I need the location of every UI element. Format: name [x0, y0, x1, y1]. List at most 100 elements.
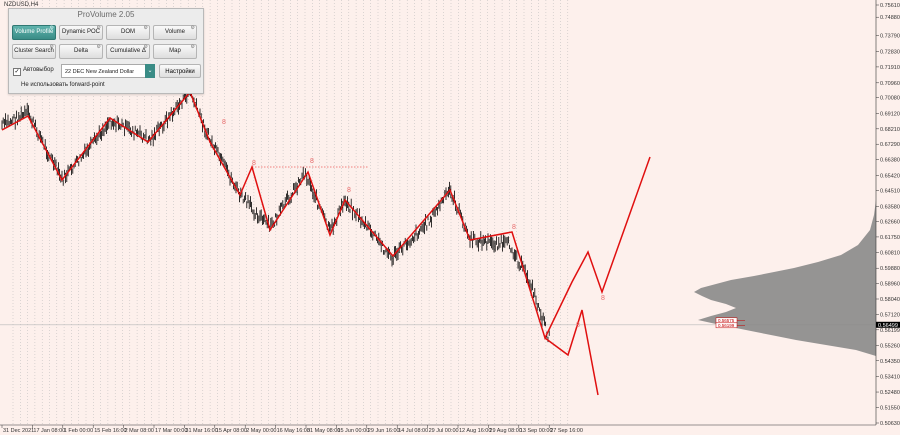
price-tick-label: 0.62660 [880, 220, 900, 226]
price-tick-label: 0.67290 [880, 142, 900, 148]
wave-label: 8 [512, 224, 516, 231]
wave-label: 8 [222, 119, 226, 126]
price-tick-label: 0.61750 [880, 235, 900, 241]
date-tick-label: 15 Jun 00:00 [337, 428, 369, 434]
date-tick-label: 14 Jul 08:00 [398, 428, 428, 434]
button-label: Dynamic POC [61, 29, 100, 35]
date-tick-label: 2 May 00:00 [246, 428, 276, 434]
gear-icon[interactable]: ⚙ [190, 44, 195, 50]
price-tick-label: 0.66380 [880, 157, 900, 163]
date-tick-label: 29 Aug 08:00 [489, 428, 521, 434]
button-label: Cluster Search [14, 48, 54, 54]
price-tick-label: 0.75610 [880, 3, 900, 9]
cluster-search-button[interactable]: ⚙ Cluster Search [12, 44, 56, 59]
settings-button[interactable]: Настройки [159, 64, 201, 78]
date-tick-label: 15 Apr 08:00 [216, 428, 247, 434]
provolume-panel[interactable]: ProVolume 2.05 ⚙ Volume Profile ⚙ Dynamic … [8, 8, 204, 94]
panel-title: ProVolume 2.05 [77, 10, 135, 19]
dom-button[interactable]: ⚙ DOM [106, 25, 150, 40]
panel-controls-row: ✓ Автовыбор 22 DEC New Zealand Dollar ⌄ … [13, 64, 201, 80]
price-tick-label: 0.60810 [880, 251, 900, 257]
auto-select-checkbox[interactable]: ✓ [13, 68, 21, 76]
price-tick-label: 0.53410 [880, 374, 900, 380]
price-tick-label: 0.68210 [880, 127, 900, 133]
wave-label: 8 [310, 158, 314, 165]
price-tick-label: 0.57120 [880, 312, 900, 318]
volume-profile-shape [694, 200, 876, 356]
gear-icon[interactable]: ⚙ [96, 25, 101, 31]
price-tick-label: 0.71910 [880, 65, 900, 71]
volume-profile [694, 200, 876, 356]
forward-point-label: Не использовать forward-point [21, 82, 105, 88]
date-tick-label: 16 May 16:00 [277, 428, 310, 434]
price-tick-label: 0.64510 [880, 189, 900, 195]
price-tick-label: 0.58040 [880, 297, 900, 303]
price-tick-label: 0.73790 [880, 33, 900, 39]
wave-lines: 8 8 8 8 8 8 8 [1, 90, 651, 396]
wave-label: 8 [601, 295, 605, 302]
price-tick-label: 0.63580 [880, 204, 900, 210]
gear-icon[interactable]: ⚙ [49, 44, 54, 50]
price-tick-label: 0.54350 [880, 359, 900, 365]
gear-icon[interactable]: ⚙ [96, 44, 101, 50]
wave-line [1, 90, 651, 341]
date-tick-label: 31 Mar 16:00 [185, 428, 217, 434]
gear-icon[interactable]: ⚙ [49, 25, 54, 31]
date-tick-label: 31 May 08:00 [307, 428, 340, 434]
wave-label: 8 [252, 160, 256, 167]
delta-button[interactable]: ⚙ Delta [59, 44, 103, 59]
symbol-label: NZDUSD,H4 [4, 2, 39, 8]
price-tick-label: 0.51550 [880, 406, 900, 412]
date-tick-label: 1 Feb 00:00 [64, 428, 93, 434]
wave-label: 8 [347, 187, 351, 194]
price-tick-label: 0.56199 [880, 328, 900, 334]
button-label: Cumulative Δ [110, 48, 146, 54]
gear-icon[interactable]: ⚙ [190, 25, 195, 31]
price-tick-label: 0.65420 [880, 174, 900, 180]
panel-button-grid: ⚙ Volume Profile ⚙ Dynamic POC ⚙ DOM ⚙ Volum… [12, 25, 200, 59]
price-tick-label: 0.72830 [880, 50, 900, 56]
map-button[interactable]: ⚙ Map [153, 44, 197, 59]
price-tick-label: 0.55260 [880, 344, 900, 350]
cumulative-delta-button[interactable]: ⚙ Cumulative Δ [106, 44, 150, 59]
button-label: Volume Profile [14, 29, 54, 35]
dynamic-poc-button[interactable]: ⚙ Dynamic POC [59, 25, 103, 40]
price-tick-label: 0.59880 [880, 266, 900, 272]
price-tick-label: 0.70080 [880, 96, 900, 102]
button-label: Volume [164, 29, 185, 35]
button-label: Map [169, 48, 181, 54]
date-tick-label: 31 Dec 2021 [3, 428, 34, 434]
button-label: Delta [73, 48, 88, 54]
price-tag-label: 0.56575 [718, 318, 735, 323]
date-tick-label: 15 Feb 16:00 [94, 428, 126, 434]
volume-profile-button[interactable]: ⚙ Volume Profile [12, 25, 56, 40]
current-price-tag [876, 321, 900, 328]
date-tick-label: 13 Sep 00:00 [520, 428, 553, 434]
wave-projection-down [544, 309, 599, 396]
date-tick-label: 29 Jul 00:00 [429, 428, 459, 434]
grid-lines [0, 0, 876, 425]
price-tick-label: 0.69120 [880, 112, 900, 118]
wave-label: 8 [576, 322, 580, 329]
price-tick-label: 0.52480 [880, 390, 900, 396]
date-tick-label: 12 Aug 16:00 [459, 428, 491, 434]
current-price-label: 0.56499 [878, 323, 898, 329]
chevron-down-icon[interactable]: ⌄ [145, 64, 155, 78]
button-label: DOM [121, 29, 135, 35]
price-tick-label: 0.74880 [880, 15, 900, 21]
date-tick-label: 29 Jun 16:00 [368, 428, 400, 434]
price-tick-label: 0.50630 [880, 421, 900, 427]
date-tick-label: 27 Sep 16:00 [550, 428, 583, 434]
price-tick-label: 0.70960 [880, 81, 900, 87]
date-tick-label: 17 Mar 00:00 [155, 428, 187, 434]
date-tick-label: 2 Mar 08:00 [125, 428, 154, 434]
gear-icon[interactable]: ⚙ [143, 44, 148, 50]
volume-button[interactable]: ⚙ Volume [153, 25, 197, 40]
date-tick-label: 17 Jan 08:00 [33, 428, 65, 434]
instrument-select[interactable]: 22 DEC New Zealand Dollar [61, 64, 154, 78]
price-tag-label: 0.56199 [718, 323, 735, 328]
gear-icon[interactable]: ⚙ [143, 25, 148, 31]
